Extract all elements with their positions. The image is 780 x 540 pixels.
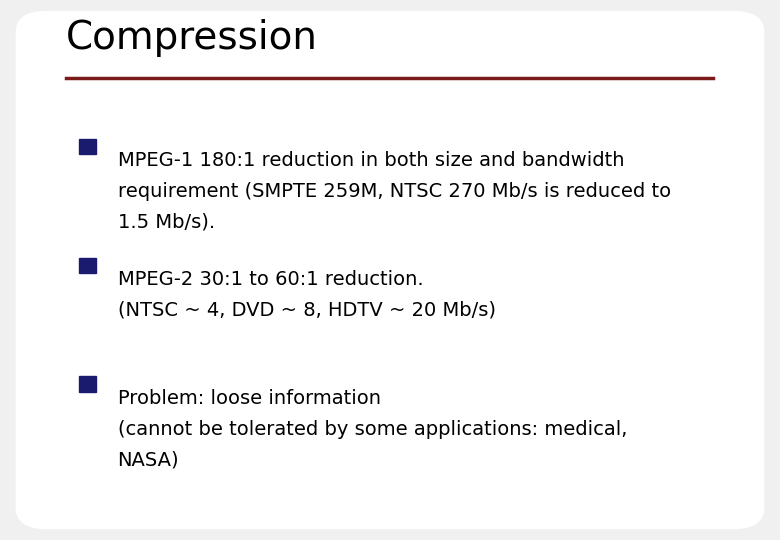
Text: (cannot be tolerated by some applications: medical,: (cannot be tolerated by some application… <box>118 420 627 438</box>
Text: (NTSC ~ 4, DVD ~ 8, HDTV ~ 20 Mb/s): (NTSC ~ 4, DVD ~ 8, HDTV ~ 20 Mb/s) <box>118 301 495 320</box>
Bar <box>80 258 95 273</box>
Bar <box>80 376 95 392</box>
Text: requirement (SMPTE 259M, NTSC 270 Mb/s is reduced to: requirement (SMPTE 259M, NTSC 270 Mb/s i… <box>118 182 671 201</box>
Text: Problem: loose information: Problem: loose information <box>118 389 381 408</box>
Text: Compression: Compression <box>66 19 318 57</box>
Text: MPEG-1 180:1 reduction in both size and bandwidth: MPEG-1 180:1 reduction in both size and … <box>118 151 624 170</box>
Text: 1.5 Mb/s).: 1.5 Mb/s). <box>118 213 215 232</box>
Text: MPEG-2 30:1 to 60:1 reduction.: MPEG-2 30:1 to 60:1 reduction. <box>118 270 424 289</box>
Text: NASA): NASA) <box>118 450 179 469</box>
Bar <box>80 139 95 154</box>
